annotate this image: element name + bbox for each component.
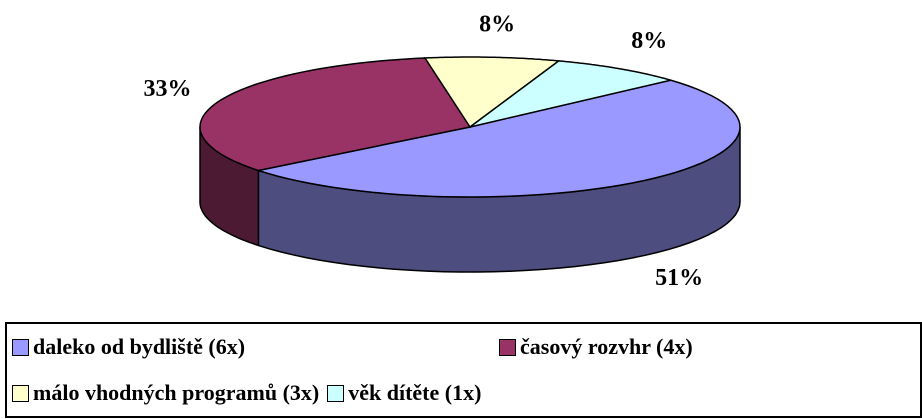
legend-entry: věk dítěte (1x) — [327, 375, 481, 411]
slice — [469, 60, 674, 128]
data-label: 8% — [479, 11, 515, 37]
chart: 51% 33% 8% 8% — [144, 11, 741, 291]
legend-label: časový rozvhr (4x) — [520, 334, 693, 359]
data-label: 51% — [655, 265, 703, 291]
legend-entry: daleko od bydliště (6x) — [12, 329, 499, 365]
legend-swatch — [499, 338, 516, 356]
data-label: 33% — [144, 76, 192, 102]
legend-entry: časový rozvhr (4x) — [499, 329, 693, 365]
data-label: 8% — [631, 28, 667, 54]
legend-entry: málo vhodných programů (3x) — [12, 375, 319, 411]
legend: daleko od bydliště (6x) časový rozvhr (4x… — [5, 322, 922, 418]
legend-label: daleko od bydliště (6x) — [33, 334, 246, 359]
legend-swatch — [12, 384, 29, 402]
slice — [199, 57, 472, 172]
legend-label: věk dítěte (1x) — [348, 380, 482, 405]
slice — [423, 56, 561, 129]
slice — [258, 79, 741, 198]
legend-swatch — [327, 384, 345, 402]
legend-label: málo vhodných programů (3x) — [33, 380, 320, 405]
legend-swatch — [12, 338, 29, 356]
